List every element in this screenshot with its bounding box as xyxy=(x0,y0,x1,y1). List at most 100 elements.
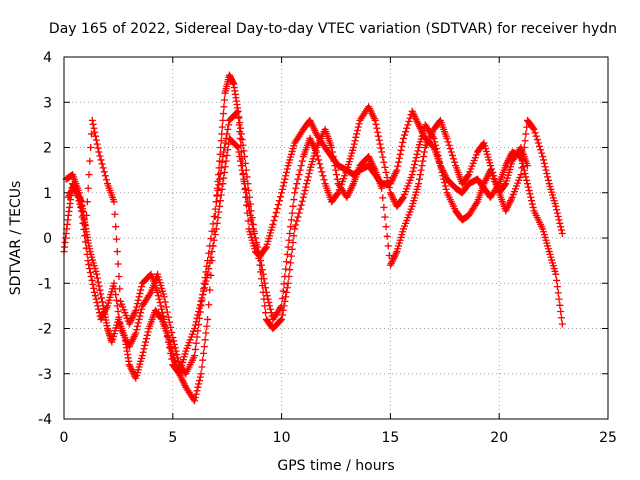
data-point xyxy=(205,301,213,309)
data-point xyxy=(111,285,119,293)
y-tick-label: 4 xyxy=(43,50,52,66)
data-point xyxy=(377,144,385,152)
data-point xyxy=(556,219,564,227)
data-point xyxy=(239,141,247,149)
data-point xyxy=(380,203,388,211)
data-point xyxy=(164,338,172,346)
data-point xyxy=(83,211,91,219)
x-tick-label: 5 xyxy=(168,430,177,446)
data-point xyxy=(136,312,144,320)
data-point xyxy=(86,265,94,273)
data-point xyxy=(93,298,101,306)
data-point xyxy=(333,175,341,183)
data-point xyxy=(417,166,425,174)
data-point xyxy=(393,166,401,174)
data-point xyxy=(411,157,419,165)
data-point xyxy=(330,157,338,165)
data-point xyxy=(319,172,327,180)
data-point xyxy=(420,153,428,161)
data-point xyxy=(553,206,561,214)
data-point xyxy=(200,279,208,287)
data-point xyxy=(236,119,244,127)
data-point xyxy=(523,180,531,188)
data-point xyxy=(195,380,203,388)
data-point xyxy=(539,153,547,161)
data-point xyxy=(553,209,561,217)
data-point xyxy=(133,326,141,334)
data-point xyxy=(207,253,215,261)
data-point xyxy=(488,165,496,173)
plot-frame xyxy=(63,56,609,420)
data-point xyxy=(371,116,379,124)
data-point xyxy=(233,108,241,116)
data-point xyxy=(443,134,451,142)
data-point xyxy=(110,198,118,206)
data-point xyxy=(172,347,180,355)
data-point xyxy=(208,227,216,235)
data-point xyxy=(132,306,140,314)
data-point xyxy=(161,298,169,306)
data-point xyxy=(376,140,384,148)
data-point xyxy=(287,216,295,224)
data-point xyxy=(138,352,146,360)
data-point xyxy=(395,158,403,166)
data-point xyxy=(223,151,231,159)
data-point xyxy=(94,302,102,310)
data-point xyxy=(96,286,104,294)
data-point xyxy=(115,313,123,321)
data-point xyxy=(433,148,441,156)
data-point xyxy=(522,173,530,181)
data-point xyxy=(164,313,172,321)
data-point xyxy=(76,200,84,208)
data-point xyxy=(543,170,551,178)
data-point xyxy=(86,157,94,165)
data-point xyxy=(257,275,265,283)
data-point xyxy=(112,291,120,299)
data-point xyxy=(280,179,288,187)
data-point xyxy=(77,207,85,215)
data-point xyxy=(350,140,358,148)
data-point xyxy=(211,231,219,239)
data-point xyxy=(384,242,392,250)
data-point xyxy=(491,175,499,183)
data-point xyxy=(238,136,246,144)
data-point xyxy=(246,200,254,208)
data-point xyxy=(333,190,341,198)
data-point xyxy=(170,337,178,345)
data-point xyxy=(385,184,393,192)
data-point xyxy=(215,208,223,216)
y-tick-label: 1 xyxy=(43,186,52,202)
data-point xyxy=(413,150,421,158)
data-point xyxy=(167,349,175,357)
data-point xyxy=(439,172,447,180)
data-point xyxy=(204,315,212,323)
data-point xyxy=(288,209,296,217)
data-point xyxy=(262,244,270,252)
data-point xyxy=(557,308,565,316)
data-point xyxy=(352,133,360,141)
data-point xyxy=(381,163,389,171)
data-point xyxy=(379,194,387,202)
data-point xyxy=(162,303,170,311)
data-point xyxy=(212,198,220,206)
data-point xyxy=(293,180,301,188)
data-point xyxy=(113,248,121,256)
data-point xyxy=(441,179,449,187)
data-point xyxy=(382,168,390,176)
data-point xyxy=(552,270,560,278)
data-point xyxy=(535,142,543,150)
data-point xyxy=(320,176,328,184)
data-point xyxy=(93,140,101,148)
data-point xyxy=(410,164,418,172)
data-point xyxy=(299,193,307,201)
data-point xyxy=(91,128,99,136)
data-point xyxy=(241,159,249,167)
data-point xyxy=(398,142,406,150)
data-point xyxy=(158,305,166,313)
data-point xyxy=(447,148,455,156)
data-point xyxy=(191,345,199,353)
data-point xyxy=(279,182,287,190)
data-point xyxy=(225,121,233,129)
